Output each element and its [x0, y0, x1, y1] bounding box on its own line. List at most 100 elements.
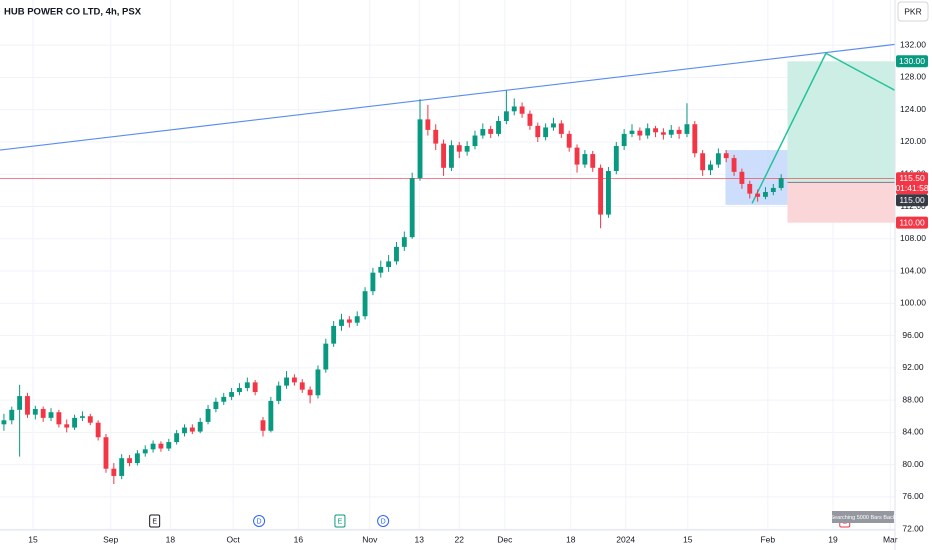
candle-body: [441, 143, 447, 168]
candle-body: [276, 385, 282, 401]
candle-body: [56, 412, 62, 425]
x-tick-label: Oct: [227, 534, 241, 544]
candle-body: [558, 123, 564, 134]
currency-box[interactable]: [897, 1, 929, 22]
y-tick-label: 128.00: [900, 72, 926, 82]
candle-body: [64, 424, 70, 428]
event-label: E: [152, 518, 157, 525]
candle-body: [32, 408, 38, 415]
candle-body: [464, 146, 470, 152]
candle-body: [715, 153, 721, 165]
candle-body: [692, 124, 698, 154]
candle-body: [189, 427, 195, 432]
event-label: D: [257, 518, 262, 525]
candle-body: [386, 261, 392, 268]
candle-body: [48, 412, 54, 418]
candle-body: [456, 145, 462, 152]
y-tick-label: 100.00: [900, 298, 926, 308]
candle-body: [503, 111, 509, 122]
candle-body: [150, 443, 156, 450]
event-badge: [149, 514, 161, 528]
candle-body: [668, 129, 674, 135]
candle-body: [394, 246, 399, 262]
candle-body: [291, 377, 297, 383]
note-box: [832, 511, 894, 523]
price-tag-label: 110.00: [899, 217, 925, 227]
x-tick-label: 15: [683, 534, 693, 544]
event-badge: [253, 515, 266, 527]
candle-body: [260, 420, 266, 431]
chart-title: HUB POWER CO LTD, 4h, PSX: [4, 7, 142, 18]
x-tick-label: Mar: [883, 534, 898, 544]
candle-body: [590, 154, 596, 168]
event-label: E: [338, 518, 343, 525]
candle-body: [527, 113, 533, 126]
candle-body: [354, 316, 360, 323]
candle-body: [543, 127, 549, 138]
candle-body: [237, 388, 242, 393]
y-tick-label: 132.00: [900, 39, 926, 49]
price-tag: [896, 194, 928, 207]
candle-body: [299, 382, 305, 390]
event-badge: [377, 515, 390, 527]
candle-body: [119, 458, 125, 476]
x-tick-label: Feb: [760, 534, 775, 544]
candle-body: [25, 396, 30, 415]
candle-body: [323, 343, 329, 370]
candle-body: [221, 396, 227, 402]
candle-body: [496, 121, 501, 134]
candle-body: [174, 433, 180, 443]
candle-body: [778, 178, 784, 188]
candle-body: [17, 396, 23, 410]
x-tick-label: 22: [455, 534, 465, 544]
candle-body: [613, 146, 619, 172]
candle-body: [205, 408, 211, 422]
price-tag: [896, 172, 928, 195]
candle-body: [40, 408, 46, 418]
candles: [1, 90, 784, 485]
candle-body: [700, 153, 706, 171]
candle-body: [433, 129, 439, 144]
candle-body: [519, 106, 525, 114]
candle-body: [551, 123, 556, 128]
y-tick-label: 80.00: [902, 459, 924, 469]
candle-body: [127, 458, 132, 464]
price-tag-countdown: 01:41:58: [895, 183, 928, 193]
candle-body: [362, 291, 368, 317]
candle-body: [80, 416, 85, 418]
candle-body: [417, 119, 423, 179]
candle-body: [708, 164, 713, 171]
candle-body: [582, 154, 588, 165]
candle-body: [755, 193, 761, 197]
candle-body: [535, 125, 541, 138]
currency[interactable]: PKR: [904, 6, 921, 16]
candle-body: [747, 183, 753, 194]
price-tag: [896, 55, 928, 68]
candle-body: [637, 130, 643, 136]
candle-body: [425, 119, 431, 130]
x-tick-label: 2024: [616, 534, 635, 544]
candle-body: [739, 171, 745, 184]
candle-body: [480, 129, 486, 136]
candle-body: [676, 129, 682, 134]
candle-body: [731, 158, 737, 172]
trend-line: [0, 43, 896, 151]
candle-body: [103, 437, 109, 469]
y-tick-label: 88.00: [902, 394, 924, 404]
price-tag: [896, 216, 928, 229]
candle-body: [315, 369, 321, 396]
projection-line: [751, 52, 896, 204]
candle-body: [307, 389, 313, 396]
candle-body: [629, 130, 635, 134]
x-tick-label: 18: [566, 534, 576, 544]
candle-body: [252, 382, 258, 393]
y-tick-label: 92.00: [902, 362, 924, 372]
candle-body: [723, 153, 729, 159]
candle-body: [142, 449, 148, 454]
candle-body: [9, 409, 15, 421]
price-tag-label: 115.00: [899, 195, 925, 205]
candle-body: [511, 106, 517, 112]
candle-body: [268, 400, 274, 431]
